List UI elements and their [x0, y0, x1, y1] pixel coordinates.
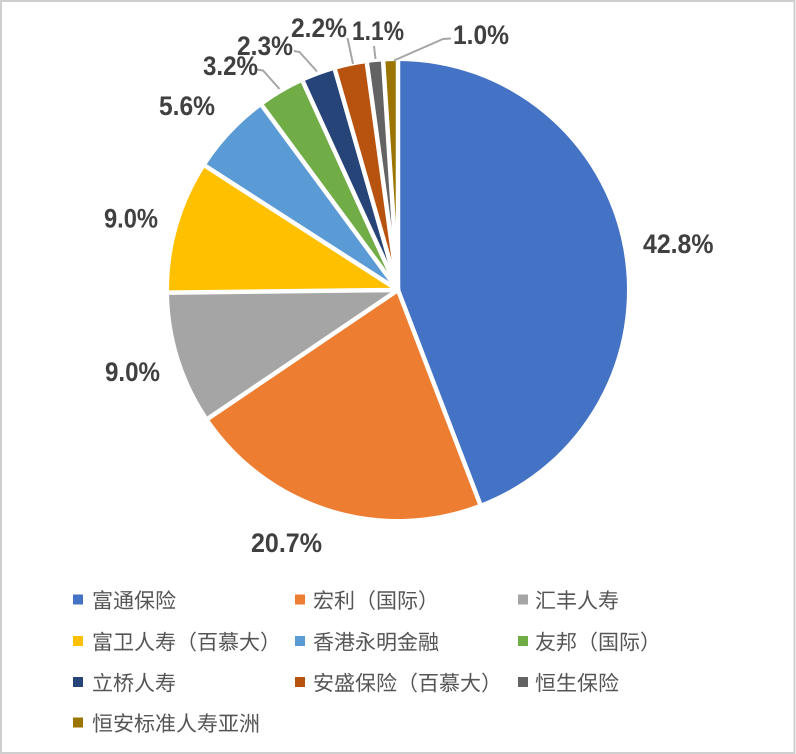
svg-text:1.1%: 1.1% — [352, 16, 404, 46]
svg-text:9.0%: 9.0% — [105, 357, 160, 387]
svg-text:2.2%: 2.2% — [291, 13, 347, 43]
svg-text:42.8%: 42.8% — [643, 229, 714, 259]
svg-text:3.2%: 3.2% — [203, 51, 258, 81]
svg-text:20.7%: 20.7% — [251, 528, 322, 558]
svg-text:5.6%: 5.6% — [159, 91, 215, 121]
svg-text:2.3%: 2.3% — [237, 31, 293, 61]
svg-text:9.0%: 9.0% — [104, 204, 158, 234]
svg-text:1.0%: 1.0% — [453, 20, 509, 50]
